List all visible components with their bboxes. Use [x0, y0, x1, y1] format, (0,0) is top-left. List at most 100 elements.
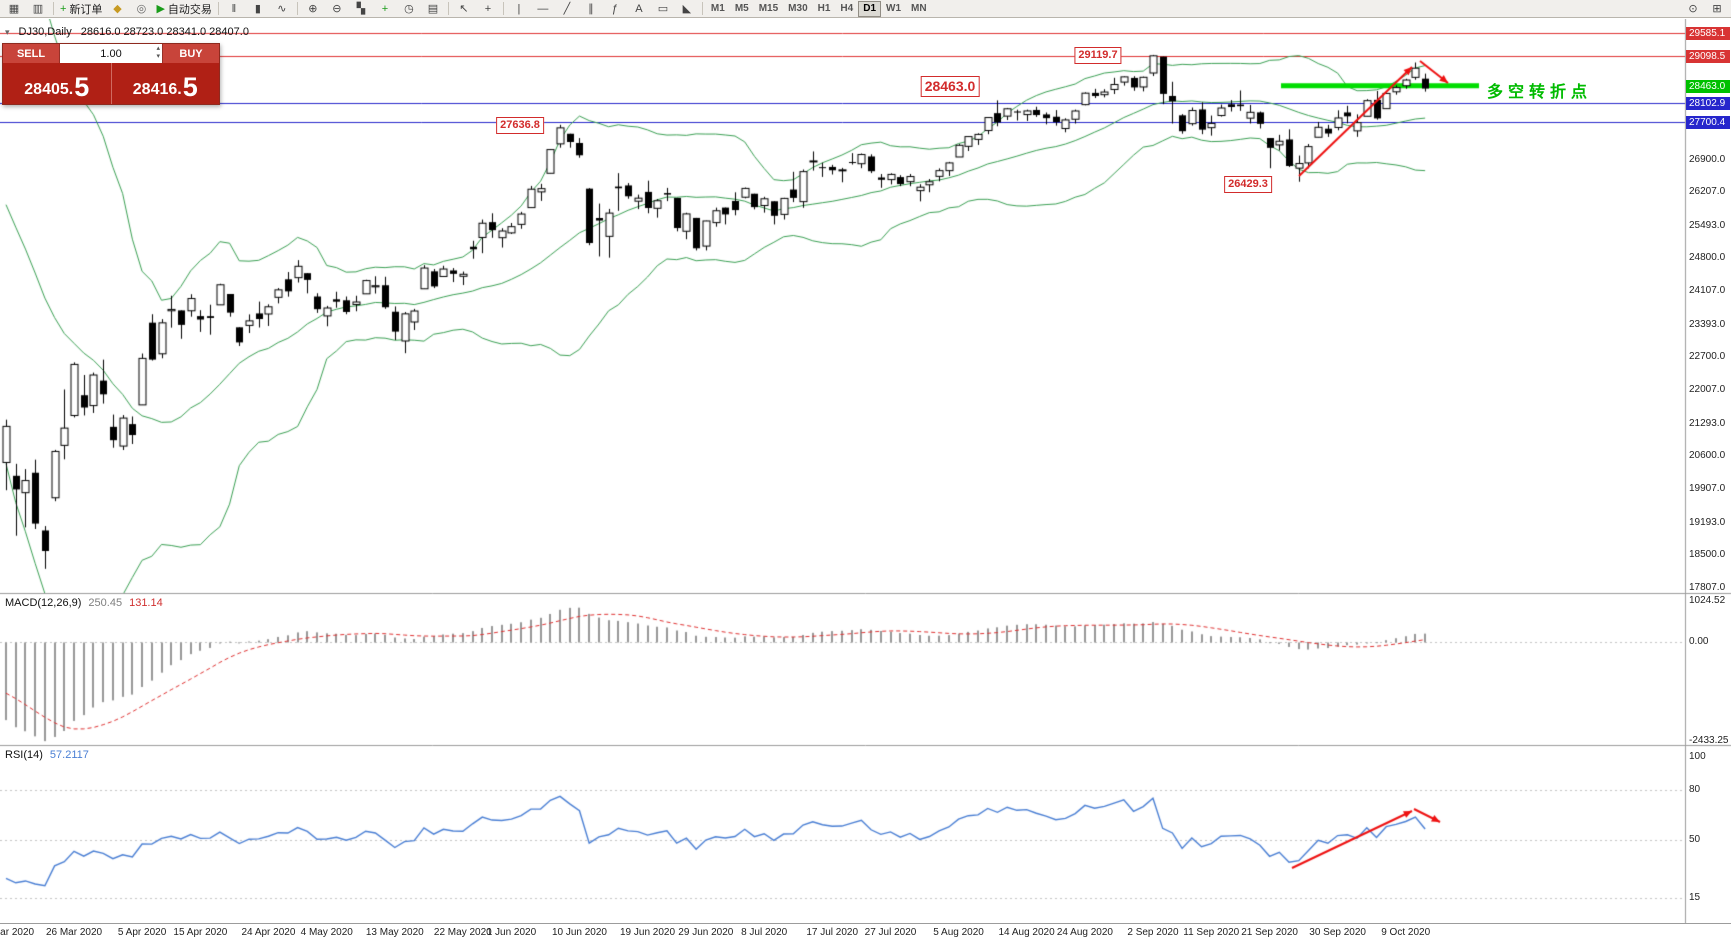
quantity-value: 1.00: [100, 47, 122, 60]
stepper-down-icon[interactable]: ▾: [156, 53, 160, 60]
date-axis-label: 14 Aug 2020: [998, 927, 1055, 938]
rsi-label: RSI(14): [5, 749, 43, 761]
price-axis-tick: 22700.0: [1689, 351, 1726, 363]
date-axis-label: 21 Sep 2020: [1241, 927, 1298, 938]
price-axis-tick: 20600.0: [1689, 450, 1726, 462]
price-level-badge: 27700.4: [1686, 115, 1730, 129]
price-level-badge: 29098.5: [1686, 49, 1730, 63]
trendline-icon[interactable]: ╱: [555, 1, 579, 17]
toolbar-separator: [217, 2, 219, 15]
arrows-icon: ◣: [682, 2, 692, 15]
horizontal-line-icon[interactable]: —: [531, 1, 555, 17]
vertical-line-icon[interactable]: |: [507, 1, 531, 17]
chart-title-row: ▾ DJ30,Daily 28616.0 28723.0 28341.0 284…: [5, 26, 249, 38]
market-watch-icon[interactable]: ◆: [105, 1, 129, 17]
autotrading-icon: ▶: [156, 2, 165, 15]
chart-ohlc-values: 28616.0 28723.0 28341.0 28407.0: [80, 26, 249, 38]
zoom-out-icon[interactable]: ⊖: [325, 1, 349, 17]
timeframe-button-m30[interactable]: M30: [788, 3, 808, 14]
navigator-icon[interactable]: ◎: [129, 1, 153, 17]
sell-button[interactable]: SELL: [16, 47, 46, 60]
trade-panel-price-row: 28405. 5 28416. 5: [3, 63, 219, 104]
buy-button[interactable]: BUY: [179, 47, 203, 60]
timeframe-button-h4[interactable]: H4: [840, 3, 854, 14]
date-axis-label: 24 Apr 2020: [241, 927, 296, 938]
toolbar-separator: [502, 2, 504, 15]
macd-main-value: 250.45: [88, 597, 123, 609]
periods-icon[interactable]: ◷: [397, 1, 421, 17]
tile-windows-icon: ▚: [356, 2, 366, 15]
timeframe-button-m1[interactable]: M1: [710, 3, 725, 14]
candlestick-chart-icon[interactable]: ▮: [246, 1, 270, 17]
one-click-trading-panel: SELL 1.00 ▴ ▾ BUY 28405. 5 28416. 5: [2, 43, 220, 105]
crosshair-icon: +: [484, 2, 492, 15]
price-chart-canvas[interactable]: [0, 19, 1731, 923]
zoom-in-icon: ⊕: [308, 2, 318, 15]
macd-label: MACD(12,26,9): [5, 597, 82, 609]
line-chart-icon: ∿: [277, 2, 287, 15]
date-axis-label: 1 Jun 2020: [486, 927, 537, 938]
price-level-badge: 29585.1: [1686, 27, 1730, 40]
buy-price-main: 28416.: [132, 81, 182, 98]
autotrading-button[interactable]: ▶ 自动交易: [153, 1, 214, 17]
indicators-icon[interactable]: +: [373, 1, 397, 17]
fibonacci-icon[interactable]: ƒ: [603, 1, 627, 17]
channel-icon[interactable]: ∥: [579, 1, 603, 17]
macd-axis-tick: 1024.52: [1689, 595, 1726, 606]
timeframe-button-h1[interactable]: H1: [817, 3, 831, 14]
timeframe-button-w1[interactable]: W1: [886, 3, 902, 14]
cursor-icon[interactable]: ↖: [452, 1, 476, 17]
date-axis-label: 10 Jun 2020: [551, 927, 607, 938]
new-chart-icon[interactable]: ▦: [2, 1, 26, 17]
price-axis-tick: 21293.0: [1689, 417, 1726, 429]
text-label-icon[interactable]: ▭: [651, 1, 675, 17]
bar-chart-icon: ‖: [231, 2, 237, 15]
macd-axis-tick: 0.00: [1689, 636, 1709, 648]
quantity-field[interactable]: 1.00 ▴ ▾: [59, 44, 163, 63]
price-axis-tick: 18500.0: [1689, 549, 1726, 561]
date-axis-label: 4 May 2020: [300, 927, 353, 938]
toolbar-separator: [53, 2, 54, 15]
cursor-icon: ↖: [459, 2, 469, 15]
date-axis-label: 2 Sep 2020: [1127, 927, 1179, 938]
fibonacci-icon: ƒ: [611, 2, 618, 15]
text-icon[interactable]: A: [627, 1, 651, 17]
magnifier-icon[interactable]: ⊙: [1688, 3, 1698, 15]
bar-chart-icon[interactable]: ‖: [222, 1, 246, 17]
price-level-badge: 28463.0: [1686, 79, 1730, 93]
date-axis-label: 22 May 2020: [433, 927, 492, 938]
one-click-toggle-icon[interactable]: ▾: [5, 26, 10, 37]
periods-icon: ◷: [404, 2, 414, 15]
trendline-icon: ╱: [563, 2, 571, 15]
price-axis-tick: 19907.0: [1689, 483, 1726, 495]
sell-price-button[interactable]: 28405. 5: [3, 63, 112, 104]
rsi-axis-tick: 50: [1689, 834, 1701, 845]
text-icon: A: [635, 2, 643, 15]
date-axis[interactable]: 17 Mar 2020 26 Mar 2020 5 Apr 2020 15 Apr 2…: [0, 923, 1731, 942]
new-order-button[interactable]: + 新订单: [57, 1, 105, 17]
price-axis-tick: 25493.0: [1689, 219, 1726, 231]
rsi-axis-tick: 80: [1689, 784, 1701, 796]
tile-windows-icon[interactable]: ▚: [349, 1, 373, 17]
price-axis-tick: 24800.0: [1689, 252, 1726, 264]
chart-profiles-icon[interactable]: ▥: [26, 1, 50, 17]
templates-icon[interactable]: ▤: [421, 1, 445, 17]
timeframe-button-d1[interactable]: D1: [858, 0, 882, 17]
line-chart-icon[interactable]: ∿: [270, 1, 294, 17]
zoom-in-icon[interactable]: ⊕: [301, 1, 325, 17]
timeframe-button-mn[interactable]: MN: [911, 3, 927, 14]
stepper-up-icon[interactable]: ▴: [156, 45, 160, 52]
timeframe-button-m15[interactable]: M15: [758, 3, 779, 14]
price-axis[interactable]: 26900.0 26207.0 25493.0 24800.0 24107.0 23393…: [1686, 19, 1731, 923]
new-order-button-label: 新订单: [69, 3, 103, 16]
arrows-icon[interactable]: ◣: [675, 1, 699, 17]
quantity-stepper[interactable]: ▴ ▾: [156, 45, 160, 61]
price-axis-tick: 26207.0: [1689, 186, 1726, 198]
trade-panel-header-row: SELL 1.00 ▴ ▾ BUY: [3, 44, 219, 63]
buy-price-button[interactable]: 28416. 5: [112, 63, 220, 104]
crosshair-icon[interactable]: +: [476, 1, 500, 17]
expand-icon[interactable]: ⊞: [1712, 3, 1722, 15]
date-axis-label: 5 Apr 2020: [117, 927, 167, 938]
timeframe-button-m5[interactable]: M5: [734, 3, 749, 14]
